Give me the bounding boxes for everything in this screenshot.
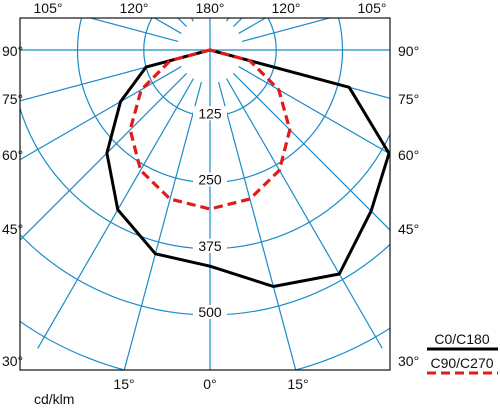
grid-spoke bbox=[217, 81, 297, 370]
legend-label: C0/C180 bbox=[434, 331, 489, 347]
grid-spoke bbox=[20, 72, 188, 241]
grid-spoke bbox=[241, 18, 332, 43]
series-curve-c0-c180 bbox=[105, 48, 390, 288]
grid-spoke bbox=[20, 66, 182, 161]
grid-ring bbox=[20, 320, 390, 370]
series-curve-c90-c270 bbox=[128, 48, 292, 211]
top-angle-label: 120° bbox=[120, 0, 149, 16]
grid-spoke bbox=[241, 57, 390, 99]
left-angle-label: 60° bbox=[2, 147, 23, 163]
tick-label-bg bbox=[193, 238, 227, 253]
legend-label: C90/C270 bbox=[430, 355, 493, 371]
right-angle-label: 45° bbox=[398, 221, 419, 237]
grid-spoke bbox=[37, 78, 194, 349]
left-angle-label: 30° bbox=[2, 353, 23, 369]
plot-frame bbox=[19, 17, 391, 371]
grid-spoke bbox=[232, 18, 243, 28]
tick-label-bg bbox=[193, 106, 227, 121]
bottom-angle-label: 15° bbox=[287, 376, 308, 392]
bottom-angle-label: 0° bbox=[203, 376, 216, 392]
top-angle-label: 105° bbox=[34, 0, 63, 16]
grid-spoke bbox=[226, 78, 383, 349]
grid-spoke bbox=[20, 57, 179, 102]
unit-label: cd/klm bbox=[34, 391, 74, 407]
legend: C0/C180 C90/C270 bbox=[427, 331, 498, 375]
radial-tick-label: 125 bbox=[198, 105, 222, 121]
tick-label-bg bbox=[193, 305, 227, 319]
grid-spoke bbox=[153, 18, 182, 34]
grid-spoke bbox=[232, 72, 390, 231]
chart-labels: 125 250 375 500 105° 120° 180° 120° 105° 90° 90° 75… bbox=[2, 0, 419, 407]
tick-label-bg bbox=[193, 172, 227, 187]
right-angle-label: 90° bbox=[398, 43, 419, 59]
grid-spoke bbox=[88, 18, 179, 43]
right-angle-label: 30° bbox=[398, 353, 419, 369]
radial-tick-label: 375 bbox=[198, 238, 222, 254]
right-angle-label: 75° bbox=[398, 91, 419, 107]
right-angle-label: 60° bbox=[398, 147, 419, 163]
intensity-curves bbox=[105, 48, 390, 288]
left-angle-label: 45° bbox=[2, 221, 23, 237]
top-angle-label: 180° bbox=[196, 0, 225, 16]
grid-spoke bbox=[177, 18, 188, 28]
grid-spoke bbox=[238, 66, 390, 155]
grid-spoke bbox=[123, 81, 203, 370]
top-angle-label: 105° bbox=[358, 0, 387, 16]
top-angle-label: 120° bbox=[272, 0, 301, 16]
left-angle-label: 90° bbox=[2, 43, 23, 59]
bottom-angle-label: 15° bbox=[113, 376, 134, 392]
radial-tick-label: 250 bbox=[198, 172, 222, 188]
left-angle-label: 75° bbox=[2, 91, 23, 107]
radial-tick-label: 500 bbox=[198, 304, 222, 320]
